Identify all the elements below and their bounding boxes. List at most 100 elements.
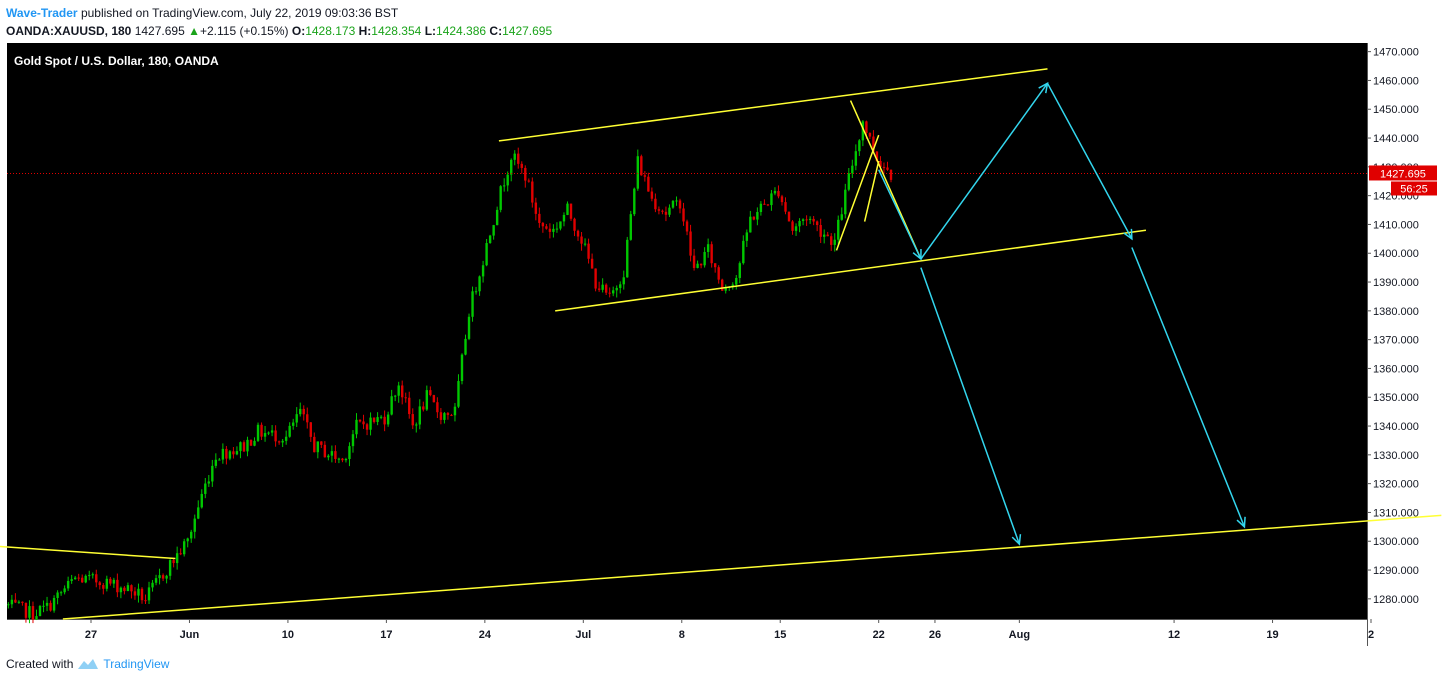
- x-tick-label: Jun: [180, 629, 200, 641]
- candle-body: [130, 585, 133, 592]
- candle-body: [291, 422, 295, 426]
- candle-body: [383, 416, 386, 425]
- projection-arrow[interactable]: [920, 267, 1021, 545]
- candle-body: [144, 600, 147, 602]
- candle-body: [640, 156, 643, 176]
- candle-body: [56, 592, 59, 598]
- open-value: 1428.173: [305, 24, 356, 38]
- high-value: 1428.354: [371, 24, 422, 38]
- y-tick-label: 1360.000: [1373, 363, 1419, 375]
- candle-body: [45, 602, 49, 606]
- author-link[interactable]: Wave-Trader: [6, 6, 78, 20]
- candle-body: [365, 424, 369, 430]
- candle-body: [506, 174, 509, 186]
- candle-body: [168, 560, 172, 576]
- candle-body: [756, 212, 759, 220]
- high-label: H:: [358, 24, 372, 38]
- candle-body: [228, 451, 232, 459]
- y-tick-label: 1280.000: [1373, 594, 1419, 606]
- candle-body: [165, 575, 168, 579]
- candle-body: [499, 186, 502, 210]
- candle-body: [309, 422, 312, 437]
- candle-body: [239, 442, 242, 452]
- trendline[interactable]: [0, 544, 176, 560]
- candle-body: [731, 284, 734, 287]
- candle-body: [225, 448, 228, 459]
- candle-body: [351, 434, 355, 447]
- candle-body: [604, 284, 608, 293]
- candle-body: [277, 441, 281, 443]
- trendline[interactable]: [498, 68, 1048, 142]
- candle-body: [330, 451, 334, 456]
- candle-body: [182, 541, 186, 555]
- published-text: published on TradingView.com, July 22, 2…: [80, 6, 399, 20]
- candle-body: [436, 402, 439, 413]
- candle-body: [341, 458, 344, 461]
- candle-body: [661, 210, 664, 212]
- y-tick-label: 1390.000: [1373, 277, 1419, 289]
- candle-body: [822, 234, 826, 237]
- projection-arrow[interactable]: [1131, 247, 1246, 528]
- candle-body: [274, 430, 277, 442]
- candle-body: [861, 121, 865, 141]
- candle-body: [467, 316, 471, 339]
- candle-body: [204, 483, 207, 494]
- price-change: +2.115 (+0.15%): [200, 24, 289, 38]
- candle-body: [608, 292, 611, 294]
- candle-body: [344, 459, 348, 461]
- trendline[interactable]: [863, 160, 880, 222]
- candle-body: [439, 412, 443, 420]
- candle-body: [422, 406, 425, 410]
- candle-body: [151, 582, 154, 588]
- projection-arrow[interactable]: [878, 169, 922, 260]
- candle-body: [745, 232, 749, 241]
- candle-body: [397, 385, 400, 396]
- candle-body: [531, 181, 534, 203]
- x-tick-label: 19: [1266, 629, 1278, 641]
- candle-body: [879, 160, 882, 167]
- candle-body: [485, 243, 488, 266]
- candle-body: [654, 198, 657, 210]
- open-label: O:: [291, 24, 306, 38]
- candle-body: [404, 397, 407, 399]
- candle-body: [390, 396, 393, 415]
- candle-body: [573, 218, 576, 231]
- candle-body: [763, 203, 766, 205]
- candle-body: [306, 414, 309, 423]
- candle-body: [657, 209, 661, 211]
- price-chart[interactable]: Gold Spot / U.S. Dollar, 180, OANDA 1470.…: [0, 40, 1444, 646]
- candle-body: [186, 538, 189, 542]
- candle-body: [844, 189, 847, 215]
- candle-body: [794, 226, 798, 231]
- trendline[interactable]: [555, 229, 1147, 312]
- candle-body: [682, 208, 685, 222]
- projection-arrow[interactable]: [1046, 82, 1133, 240]
- candle-body: [495, 209, 499, 226]
- projection-arrow[interactable]: [920, 82, 1049, 260]
- candle-body: [538, 213, 541, 223]
- tradingview-brand[interactable]: TradingView: [103, 657, 170, 671]
- candle-body: [337, 458, 341, 460]
- trendline[interactable]: [835, 134, 880, 251]
- x-tick-label: 22: [873, 629, 885, 641]
- candle-body: [281, 440, 284, 443]
- candle-body: [474, 291, 478, 293]
- candle-body: [481, 265, 485, 277]
- candle-body: [70, 579, 73, 581]
- candle-body: [77, 577, 80, 579]
- y-tick-label: 1290.000: [1373, 565, 1419, 577]
- candle-body: [830, 236, 833, 245]
- candle-body: [545, 226, 548, 229]
- candle-body: [295, 414, 298, 423]
- low-label: L:: [424, 24, 437, 38]
- candle-body: [566, 203, 569, 215]
- candle-body: [218, 459, 221, 461]
- candle-body: [478, 276, 481, 292]
- x-tick-label: 17: [380, 629, 392, 641]
- candle-body: [889, 169, 893, 180]
- candle-body: [710, 244, 713, 264]
- candle-body: [541, 222, 545, 227]
- candle-body: [594, 268, 597, 289]
- candle-body: [492, 225, 495, 236]
- trendline[interactable]: [62, 514, 1442, 620]
